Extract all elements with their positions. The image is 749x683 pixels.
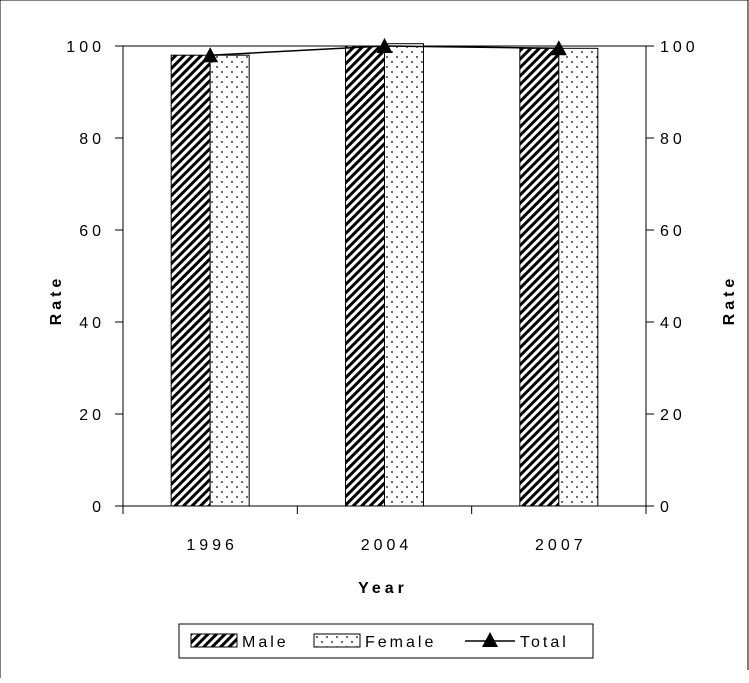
legend-label-total: Total bbox=[520, 634, 569, 651]
y-tick-label-left: 40 bbox=[79, 315, 105, 332]
y-tick-label-right: 40 bbox=[660, 315, 686, 332]
y-axis-title-left: Rate bbox=[48, 275, 65, 326]
y-tick-label-right: 20 bbox=[660, 407, 686, 424]
legend-label-male: Male bbox=[242, 634, 289, 651]
bar-male bbox=[519, 47, 560, 507]
bar-female bbox=[209, 54, 250, 507]
y-tick-label-left: 100 bbox=[66, 39, 105, 56]
legend-swatch-female bbox=[313, 633, 361, 648]
bars-layer bbox=[170, 43, 599, 507]
point-total bbox=[376, 38, 393, 53]
y-tick-label-left: 80 bbox=[79, 131, 105, 148]
legend-box bbox=[178, 623, 594, 659]
point-total bbox=[550, 40, 567, 56]
y-tick-label-right: 0 bbox=[660, 499, 673, 516]
y-tick-label-right: 80 bbox=[660, 131, 686, 148]
y-axis-title-right: Rate bbox=[721, 275, 738, 326]
x-axis-title: Year bbox=[358, 580, 408, 597]
x-tick-label: 2004 bbox=[361, 537, 413, 554]
y-tick-label-left: 60 bbox=[79, 223, 105, 240]
y-tick-label-right: 60 bbox=[660, 223, 686, 240]
legend-swatch-male bbox=[190, 633, 238, 648]
x-tick-label: 1996 bbox=[186, 537, 238, 554]
line-layer bbox=[202, 38, 567, 63]
legend-marker-total bbox=[482, 632, 498, 647]
bar-female bbox=[558, 47, 599, 507]
bar-male bbox=[345, 45, 385, 507]
y-tick-label-right: 100 bbox=[660, 39, 699, 56]
bar-male bbox=[170, 54, 211, 507]
labels-layer: 0 0 20 20 40 40 60 60 80 80 100 100 1996 2004 2007 bbox=[66, 39, 699, 554]
legend-label-female: Female bbox=[365, 634, 436, 651]
point-total bbox=[202, 47, 219, 63]
x-tick-label: 2007 bbox=[535, 537, 587, 554]
y-tick-label-left: 0 bbox=[92, 499, 105, 516]
y-tick-label-left: 20 bbox=[79, 407, 105, 424]
legend: Male Female Total bbox=[178, 623, 594, 659]
bar-female bbox=[384, 43, 424, 507]
